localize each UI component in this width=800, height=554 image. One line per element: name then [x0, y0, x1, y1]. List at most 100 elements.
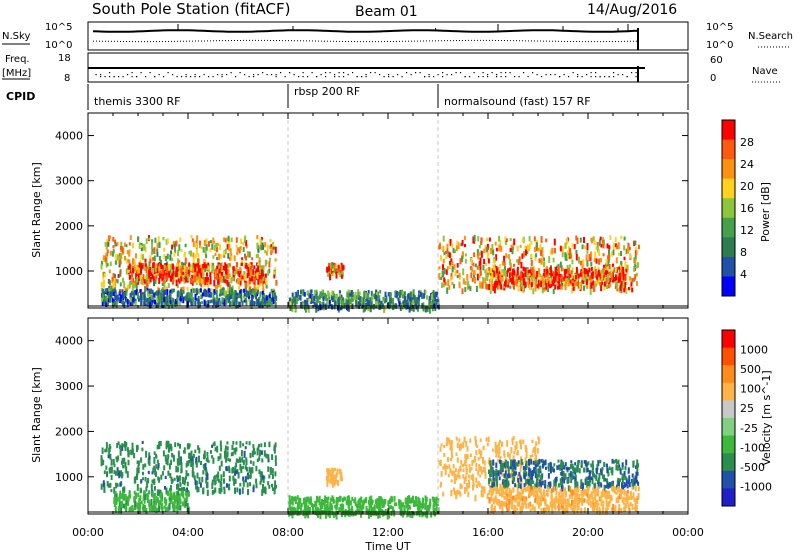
data-cell [500, 284, 503, 290]
data-cell [538, 488, 541, 494]
data-cell [201, 292, 204, 297]
data-cell [635, 506, 637, 513]
data-cell [523, 483, 526, 489]
nave-dot [374, 72, 376, 74]
data-cell [225, 290, 228, 296]
data-cell [450, 448, 453, 456]
data-cell [268, 268, 271, 274]
data-cell [171, 289, 174, 293]
data-cell [103, 295, 106, 300]
nave-dot [496, 76, 498, 78]
data-cell [114, 471, 117, 476]
data-cell [507, 470, 510, 477]
data-cell [602, 253, 605, 257]
data-cell [202, 470, 205, 475]
data-cell [300, 289, 302, 295]
data-cell [275, 295, 278, 301]
nave-dot [401, 76, 403, 78]
data-cell [177, 258, 180, 263]
data-cell [227, 235, 230, 242]
data-cell [114, 490, 117, 495]
nave-dot [482, 72, 484, 74]
data-cell [140, 488, 143, 493]
data-cell [255, 293, 258, 300]
data-cell [492, 461, 495, 466]
data-cell [131, 284, 134, 291]
data-cell [125, 470, 128, 474]
data-cell [553, 463, 556, 467]
data-cell [164, 289, 167, 295]
data-cell [176, 458, 179, 465]
data-cell [513, 269, 516, 276]
nave-dot [554, 74, 556, 76]
data-cell [493, 486, 496, 492]
data-cell [550, 488, 553, 493]
data-cell [551, 247, 554, 255]
data-cell [257, 278, 260, 285]
data-cell [538, 479, 541, 485]
data-cell [188, 264, 191, 271]
data-cell [379, 300, 382, 308]
data-cell [209, 450, 212, 454]
data-cell [151, 239, 154, 244]
data-cell [482, 466, 485, 473]
data-cell [601, 240, 604, 244]
data-cell [216, 476, 219, 481]
data-cell [152, 262, 155, 269]
data-cell [213, 489, 216, 494]
data-cell [566, 238, 569, 245]
data-cell [212, 263, 215, 267]
data-cell [158, 290, 161, 296]
data-cell [185, 488, 188, 496]
data-cell [154, 278, 157, 284]
data-cell [109, 482, 112, 488]
data-cell [378, 295, 381, 301]
data-cell [200, 263, 203, 270]
data-cell [231, 444, 234, 450]
data-cell [535, 479, 538, 484]
data-cell [104, 241, 107, 247]
data-cell [340, 472, 343, 477]
data-cell [624, 483, 627, 488]
data-cell [590, 463, 593, 468]
data-cell [230, 256, 233, 261]
nave-dot [635, 76, 637, 78]
data-cell [564, 462, 567, 467]
data-cell [153, 457, 156, 464]
data-cell [148, 272, 151, 279]
data-cell [592, 285, 595, 293]
data-cell [154, 291, 157, 296]
data-cell [172, 504, 174, 509]
data-cell [449, 239, 452, 246]
data-cell [270, 288, 273, 294]
data-cell [162, 290, 165, 298]
data-cell [219, 263, 222, 269]
data-cell [563, 465, 566, 470]
nave-dot [613, 72, 615, 74]
data-cell [466, 468, 468, 473]
data-cell [188, 445, 191, 449]
data-cell [349, 292, 352, 297]
data-cell [125, 268, 128, 275]
data-cell [138, 242, 141, 250]
data-cell [273, 488, 276, 495]
data-cell [349, 301, 352, 305]
data-cell [182, 290, 185, 294]
nave-dot [487, 74, 489, 76]
data-cell [205, 482, 208, 489]
data-cell [531, 439, 534, 444]
data-cell [618, 252, 620, 256]
data-cell [504, 470, 507, 477]
data-cell [608, 245, 611, 250]
data-cell [245, 244, 248, 249]
data-cell [120, 493, 123, 499]
data-cell [472, 459, 475, 463]
data-cell [608, 491, 610, 498]
data-cell [232, 441, 235, 445]
nave-dot [442, 76, 444, 78]
data-cell [114, 506, 117, 514]
data-cell [326, 480, 329, 487]
nave-dot [226, 74, 228, 76]
nave-dot [316, 76, 318, 78]
data-cell [148, 237, 151, 241]
